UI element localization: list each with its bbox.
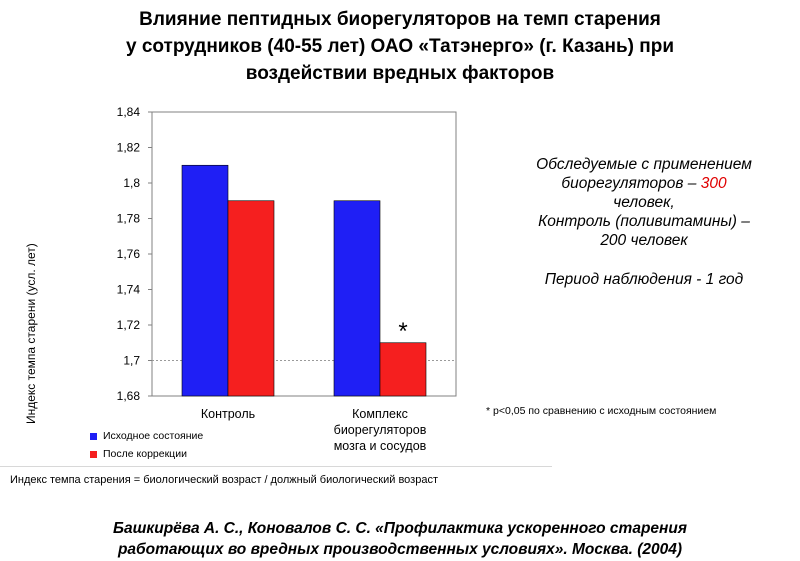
info-line-4: Контроль (поливитамины) – (538, 213, 750, 230)
formula-note: Индекс темпа старения = биологический во… (0, 466, 552, 492)
bar-0-1 (333, 200, 381, 397)
legend-label-after: После коррекции (103, 448, 187, 460)
info-line-2-text: биорегуляторов – (561, 175, 701, 192)
info-line-2: биорегуляторов – 300 (488, 174, 800, 193)
info-line-1: Обследуемые с применением (536, 156, 752, 173)
legend-item-initial: Исходное состояние (90, 427, 203, 445)
study-info: Обследуемые с применением биорегуляторов… (488, 155, 800, 289)
bar-chart: 1,68 1,7 1,72 1,74 1,76 1,78 1,8 1,82 1,84 Контро… (117, 105, 457, 453)
y-tick-label: 1,82 (117, 141, 141, 155)
category-label: мозга и сосудов (334, 439, 427, 453)
reference: Башкирёва А. С., Коновалов С. С. «Профил… (0, 518, 800, 560)
info-line-6: Период наблюдения - 1 год (544, 271, 744, 288)
bar-1-0 (227, 200, 275, 397)
y-tick-label: 1,8 (123, 176, 140, 190)
info-line-3: человек, (613, 194, 675, 211)
y-tick-label: 1,7 (123, 354, 140, 368)
info-count-highlight: 300 (700, 175, 727, 192)
legend-swatch-red (90, 450, 97, 458)
y-tick-label: 1,68 (117, 389, 141, 403)
chart-title: Влияние пептидных биорегуляторов на темп… (0, 6, 800, 87)
reference-line-1: Башкирёва А. С., Коновалов С. С. «Профил… (113, 520, 687, 537)
title-line-2: у сотрудников (40-55 лет) ОАО «Татэнерго… (125, 36, 675, 57)
category-label: Комплекс (352, 407, 408, 421)
legend-label-initial: Исходное состояние (103, 430, 204, 442)
title-line-1: Влияние пептидных биорегуляторов на темп… (139, 9, 661, 30)
chart-area: 1,68 1,7 1,72 1,74 1,76 1,78 1,8 1,82 1,84 Контро… (0, 100, 552, 467)
title-line-3: воздействии вредных факторов (245, 63, 555, 84)
legend: Исходное состояние После коррекции (90, 427, 203, 463)
legend-swatch-blue (90, 432, 97, 440)
reference-line-2: работающих во вредных производственных у… (117, 541, 683, 558)
y-tick-label: 1,76 (117, 247, 141, 261)
y-tick-label: 1,74 (117, 283, 141, 297)
y-tick-label: 1,78 (117, 212, 141, 226)
category-label: биорегуляторов (334, 423, 427, 437)
bar-1-1 (379, 342, 427, 397)
bar-0-0 (181, 164, 229, 397)
significance-note: * р<0,05 по сравнению с исходным состоян… (486, 405, 717, 417)
significance-star: * (398, 318, 407, 345)
y-tick-label: 1,84 (117, 105, 141, 119)
y-axis-label: Индекс темпа старени (усл. лет) (24, 243, 38, 424)
y-tick-label: 1,72 (117, 318, 141, 332)
info-line-5: 200 человек (600, 232, 688, 249)
category-label: Контроль (201, 407, 255, 421)
legend-item-after: После коррекции (90, 445, 203, 463)
